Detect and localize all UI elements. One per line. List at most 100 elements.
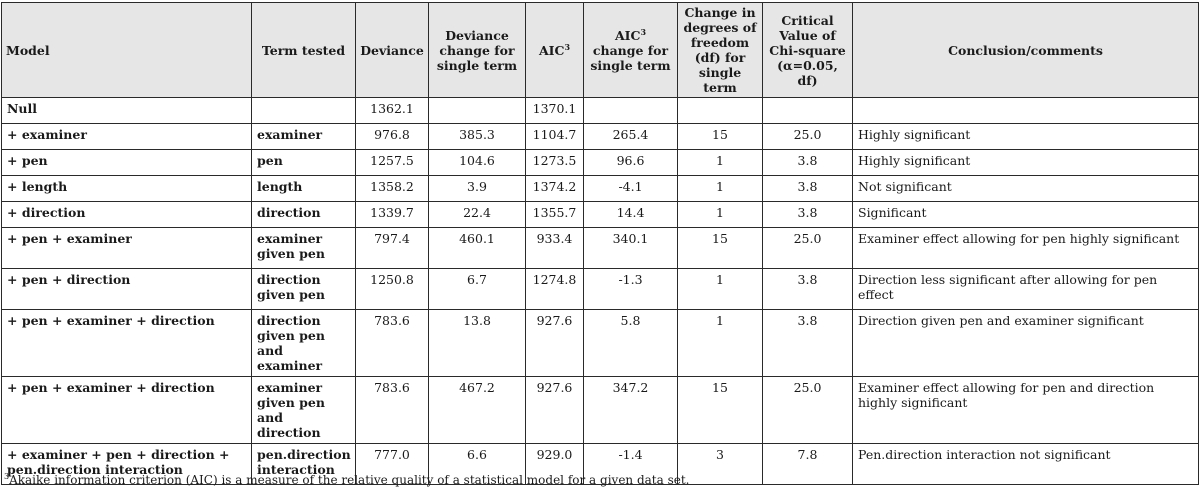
cell-df-change: 15 [677, 123, 763, 150]
cell-aic-change: -1.4 [583, 443, 678, 485]
cell-aic-change: 14.4 [583, 201, 678, 228]
cell-model: + pen + direction [1, 268, 252, 310]
cell-df-change [677, 97, 763, 124]
header-aic-change: AIC3 change for single term [583, 2, 678, 98]
cell-deviance-change: 460.1 [428, 227, 526, 269]
cell-term-tested: direction given pen [251, 268, 356, 310]
cell-critical-value: 25.0 [762, 376, 853, 444]
header-df-change: Change in degrees of freedom (df) for si… [677, 2, 763, 98]
cell-term-tested [251, 97, 356, 124]
table-row: Null 1362.1 1370.1 [1, 97, 1199, 124]
cell-deviance: 797.4 [355, 227, 429, 269]
cell-df-change: 15 [677, 227, 763, 269]
table-row: + pen + examiner examiner given pen 797.4 4… [1, 227, 1199, 269]
header-aic-change-sup: 3 [640, 26, 647, 37]
header-aic: AIC3 [525, 2, 584, 98]
cell-aic-change: 347.2 [583, 376, 678, 444]
cell-aic-change [583, 97, 678, 124]
table-body: Null 1362.1 1370.1 + examiner examiner 976.8 3… [1, 97, 1199, 485]
cell-deviance-change: 104.6 [428, 149, 526, 176]
cell-term-tested: examiner given pen [251, 227, 356, 269]
cell-df-change: 1 [677, 268, 763, 310]
cell-model: Null [1, 97, 252, 124]
cell-aic: 1274.8 [525, 268, 584, 310]
cell-df-change: 1 [677, 149, 763, 176]
cell-model: + direction [1, 201, 252, 228]
header-aic-change-rest: change for single term [590, 42, 671, 73]
cell-aic: 929.0 [525, 443, 584, 485]
cell-critical-value [762, 97, 853, 124]
header-deviance-change: Deviance change for single term [428, 2, 526, 98]
cell-term-tested: examiner given pen and direction [251, 376, 356, 444]
header-deviance: Deviance [355, 2, 429, 98]
cell-conclusion: Not significant [852, 175, 1199, 202]
cell-df-change: 1 [677, 201, 763, 228]
cell-term-tested: direction [251, 201, 356, 228]
cell-deviance: 1250.8 [355, 268, 429, 310]
cell-critical-value: 3.8 [762, 201, 853, 228]
cell-deviance-change: 6.7 [428, 268, 526, 310]
cell-aic: 1355.7 [525, 201, 584, 228]
cell-conclusion: Direction less significant after allowin… [852, 268, 1199, 310]
cell-aic-change: 340.1 [583, 227, 678, 269]
cell-term-tested: examiner [251, 123, 356, 150]
header-critical-value: Critical Value of Chi-square (α=0.05, df… [762, 2, 853, 98]
cell-aic: 1273.5 [525, 149, 584, 176]
cell-aic-change: 96.6 [583, 149, 678, 176]
cell-term-tested: pen [251, 149, 356, 176]
footnote-text: Akaike information criterion (AIC) is a … [9, 473, 690, 487]
table-row: + direction direction 1339.7 22.4 1355.7 14.4… [1, 201, 1199, 228]
cell-df-change: 3 [677, 443, 763, 485]
cell-model: + examiner [1, 123, 252, 150]
footnote: 3Akaike information criterion (AIC) is a… [4, 473, 690, 488]
header-aic-label: AIC [538, 42, 565, 58]
cell-critical-value: 3.8 [762, 149, 853, 176]
cell-conclusion: Highly significant [852, 149, 1199, 176]
cell-aic: 927.6 [525, 376, 584, 444]
cell-conclusion [852, 97, 1199, 124]
cell-deviance-change [428, 97, 526, 124]
cell-aic-change: -1.3 [583, 268, 678, 310]
cell-aic: 927.6 [525, 309, 584, 377]
header-row: Model Term tested Deviance Deviance chan… [1, 2, 1199, 98]
cell-aic: 933.4 [525, 227, 584, 269]
header-term-tested: Term tested [251, 2, 356, 98]
cell-critical-value: 25.0 [762, 227, 853, 269]
cell-conclusion: Highly significant [852, 123, 1199, 150]
cell-aic: 1374.2 [525, 175, 584, 202]
table-row: + examiner examiner 976.8 385.3 1104.7 265.4 1… [1, 123, 1199, 150]
cell-conclusion: Direction given pen and examiner signifi… [852, 309, 1199, 377]
cell-deviance: 783.6 [355, 309, 429, 377]
cell-model: + length [1, 175, 252, 202]
table-row: + pen + direction direction given pen 1250… [1, 268, 1199, 310]
cell-model: + pen + examiner + direction [1, 376, 252, 444]
cell-critical-value: 3.8 [762, 309, 853, 377]
cell-conclusion: Examiner effect allowing for pen highly … [852, 227, 1199, 269]
cell-critical-value: 3.8 [762, 175, 853, 202]
header-conclusion: Conclusion/comments [852, 2, 1199, 98]
cell-aic-change: 5.8 [583, 309, 678, 377]
table-row: + pen + examiner + direction direction gi… [1, 309, 1199, 377]
cell-deviance-change: 22.4 [428, 201, 526, 228]
cell-critical-value: 25.0 [762, 123, 853, 150]
cell-term-tested: length [251, 175, 356, 202]
cell-critical-value: 3.8 [762, 268, 853, 310]
cell-deviance: 1358.2 [355, 175, 429, 202]
table-row: + pen pen 1257.5 104.6 1273.5 96.6 1 3.8 Highly … [1, 149, 1199, 176]
cell-model: + pen + examiner + direction [1, 309, 252, 377]
cell-deviance-change: 3.9 [428, 175, 526, 202]
cell-term-tested: pen.direction interaction [251, 443, 356, 485]
cell-deviance: 1257.5 [355, 149, 429, 176]
cell-aic: 1104.7 [525, 123, 584, 150]
cell-deviance-change: 467.2 [428, 376, 526, 444]
cell-model: + pen + examiner [1, 227, 252, 269]
cell-df-change: 15 [677, 376, 763, 444]
cell-deviance-change: 13.8 [428, 309, 526, 377]
cell-df-change: 1 [677, 309, 763, 377]
header-aic-sup: 3 [564, 41, 571, 52]
cell-model: + pen [1, 149, 252, 176]
cell-critical-value: 7.8 [762, 443, 853, 485]
cell-deviance: 1362.1 [355, 97, 429, 124]
cell-aic-change: 265.4 [583, 123, 678, 150]
